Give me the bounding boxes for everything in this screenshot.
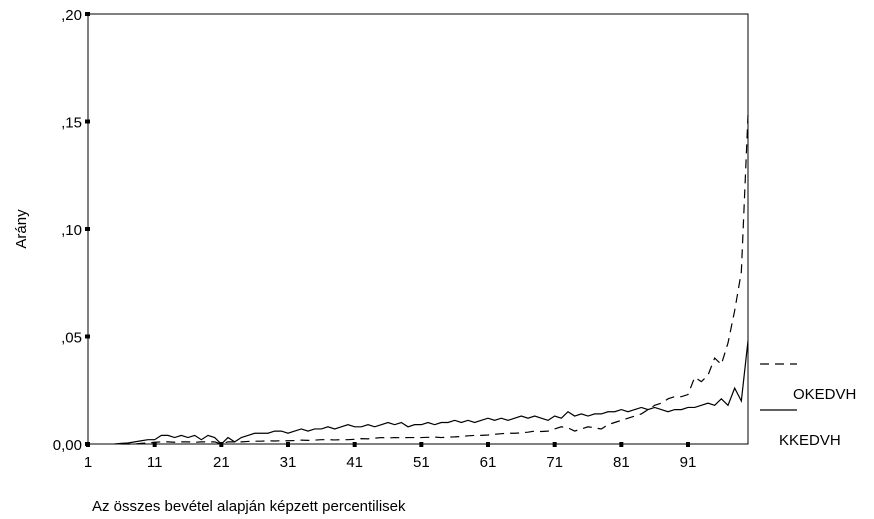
x-tick-mark [619, 442, 624, 447]
y-tick-label: 0,00 [53, 437, 82, 454]
x-tick-label: 31 [280, 454, 297, 471]
x-tick-label: 51 [413, 454, 430, 471]
x-tick-mark [552, 442, 557, 447]
x-tick-mark [286, 442, 290, 447]
x-tick-label: 1 [84, 454, 92, 471]
x-tick-label: 91 [680, 454, 697, 471]
x-tick-mark [686, 442, 690, 447]
x-tick-label: 41 [346, 454, 363, 471]
y-tick-mark [85, 227, 90, 231]
x-tick-mark [352, 442, 357, 447]
data-line [114, 340, 749, 445]
legend-label: OKEDVH [793, 386, 856, 403]
x-axis-title: Az összes bevétel alapján képzett percen… [92, 498, 406, 515]
x-tick-mark [419, 442, 424, 447]
y-tick-label: ,10 [61, 222, 82, 239]
y-axis-title: Arány [13, 209, 30, 249]
legend-label: KKEDVH [779, 432, 841, 449]
x-tick-label: 61 [480, 454, 497, 471]
y-tick-mark [85, 334, 90, 339]
x-tick-mark [152, 442, 157, 447]
x-tick-label: 11 [147, 454, 163, 471]
x-tick-mark [86, 442, 90, 447]
y-tick-label: ,05 [61, 329, 82, 346]
y-tick-label: ,20 [61, 7, 82, 24]
data-line [121, 115, 749, 445]
x-tick-mark [486, 442, 490, 447]
y-tick-mark [85, 12, 90, 16]
y-tick-label: ,15 [61, 114, 82, 131]
y-tick-mark [85, 119, 90, 124]
plot-frame [87, 13, 749, 445]
x-tick-label: 21 [213, 454, 230, 471]
x-tick-label: 71 [546, 454, 563, 471]
x-tick-label: 81 [613, 454, 630, 471]
